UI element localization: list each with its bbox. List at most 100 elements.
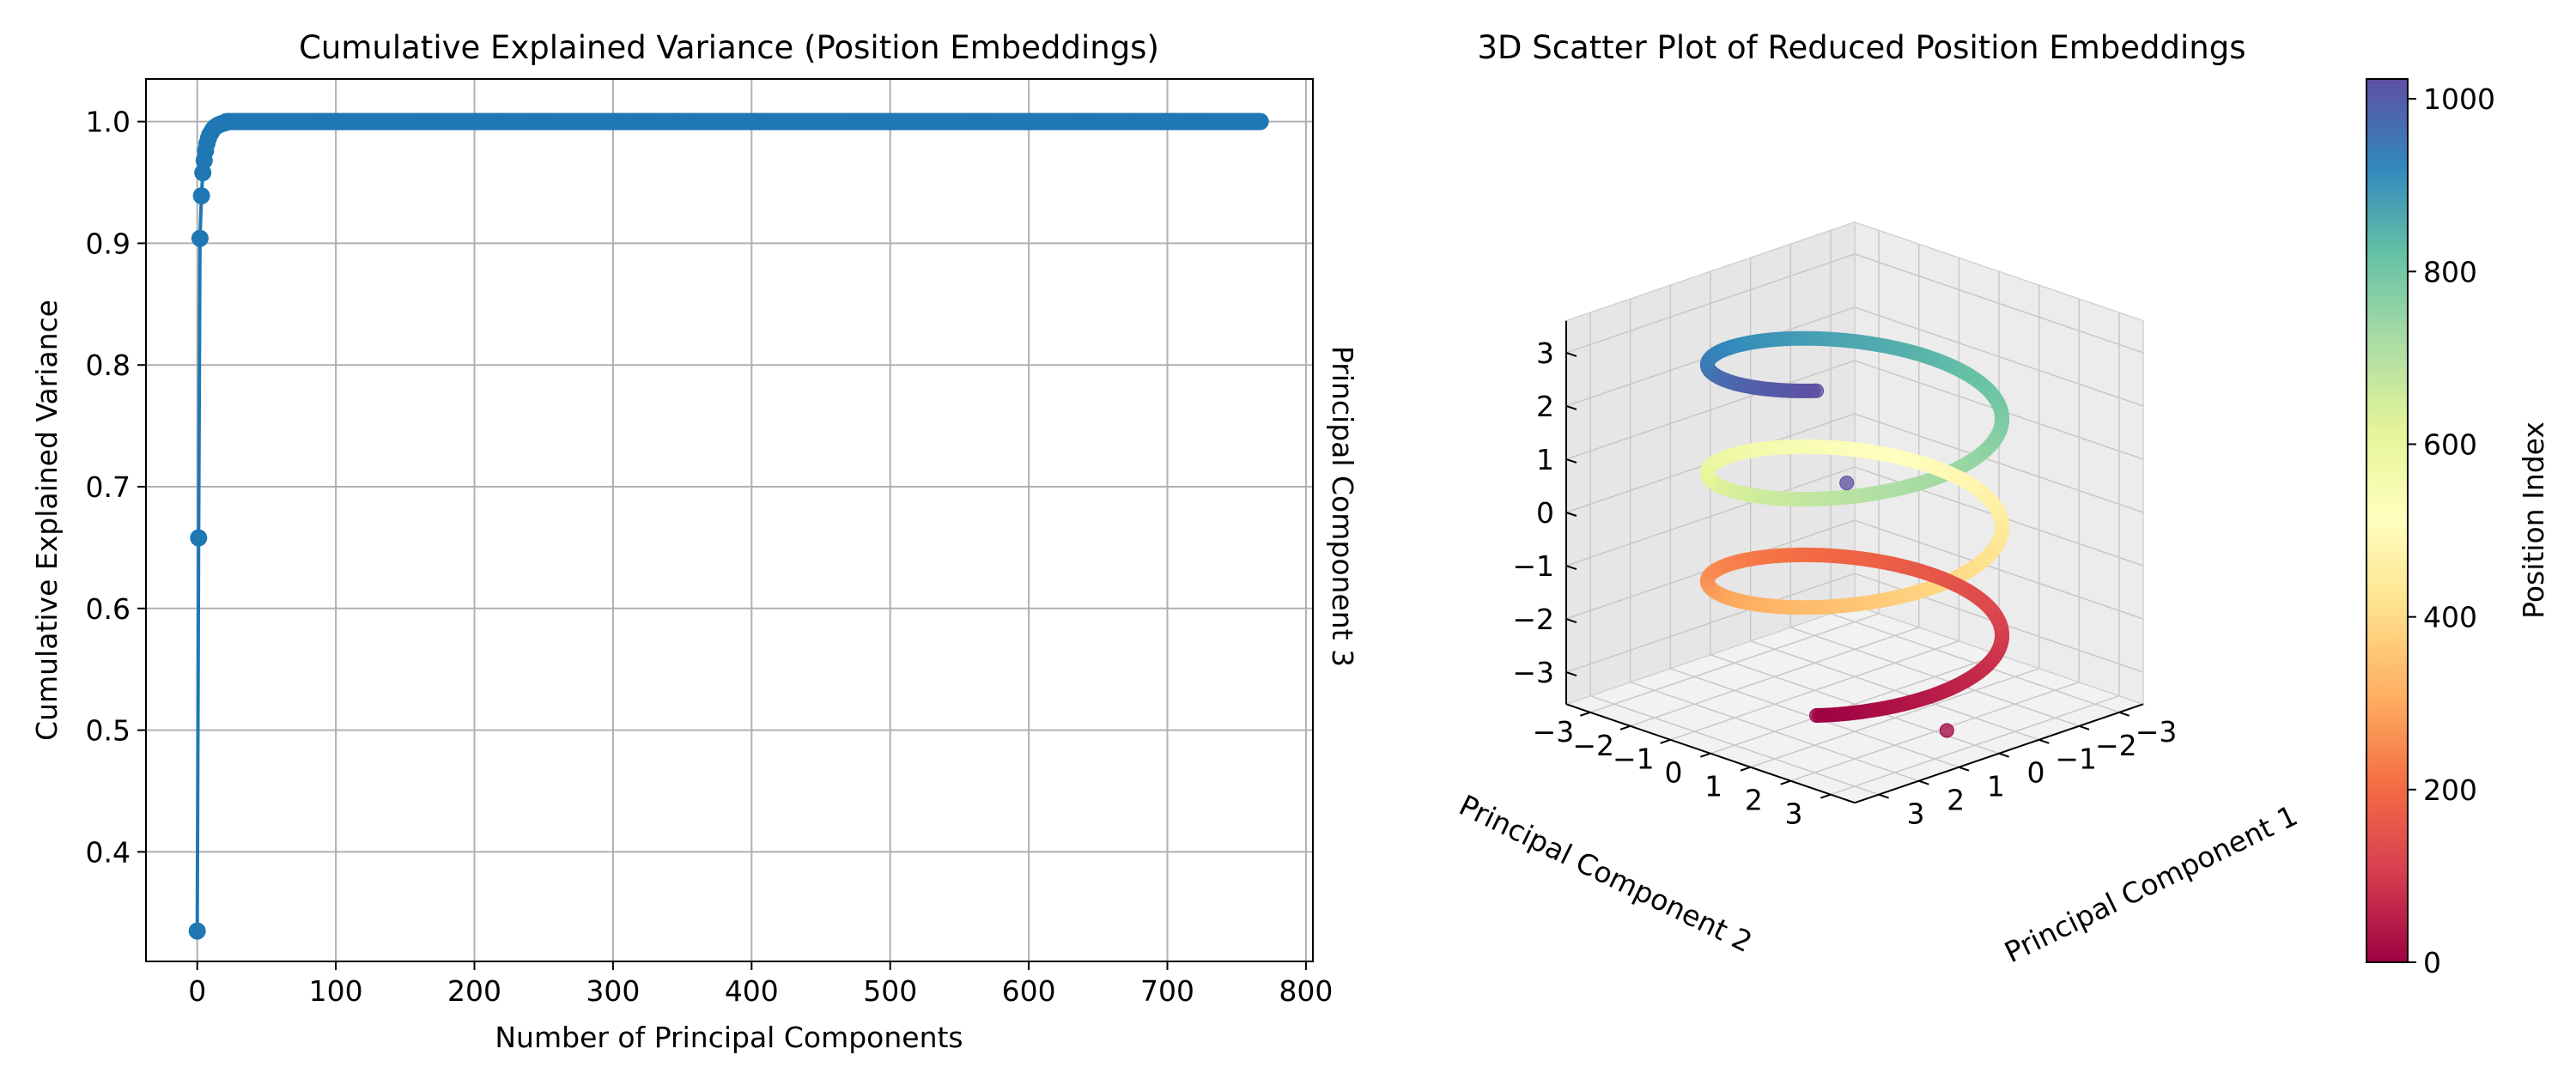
y-tick-label: 0.8 (86, 349, 131, 382)
z-tick-mark (1565, 405, 1577, 410)
scatter-point (1855, 551, 1870, 567)
variance-point (192, 187, 210, 205)
scatter-3d-grid (1565, 230, 2144, 796)
colorbar-tick-label: 800 (2423, 255, 2477, 288)
x-tick-label: −1 (2055, 743, 2097, 776)
x-tick-mark (1959, 766, 1970, 772)
z-tick-label: −1 (1512, 549, 1554, 583)
x-tick-label: 800 (1279, 974, 1333, 1008)
scatter-3d-points (1699, 330, 2010, 738)
scatter-point (1939, 723, 1954, 738)
variance-chart-y-ticks: 0.4 0.5 0.6 0.7 0.8 0.9 1.0 (86, 106, 146, 869)
y-tick-label: 0.6 (86, 592, 131, 626)
y-tick-label: −1 (1613, 743, 1655, 776)
wall-gridline (1854, 306, 2144, 407)
x-tick-label: 200 (447, 974, 501, 1008)
colorbar-tick-label: 600 (2423, 427, 2477, 461)
y-tick-label: 0.4 (86, 835, 131, 869)
y-axis-line (1565, 703, 1856, 804)
x-tick-label: 300 (586, 974, 640, 1008)
z-tick-mark (1565, 671, 1577, 677)
x-tick-label: 700 (1140, 974, 1194, 1008)
variance-point (1251, 112, 1269, 130)
floor-gridline (1790, 681, 2080, 782)
colorbar-tick-label: 200 (2423, 773, 2477, 807)
x-tick-mark (1998, 752, 2009, 758)
variance-chart-frame (145, 78, 1314, 962)
scatter-3d-y-label: Principal Component 2 (1454, 788, 1757, 959)
variance-point (188, 922, 206, 940)
y-tick-label: −2 (1572, 729, 1614, 762)
variance-point (190, 529, 208, 547)
scatter-3d-x-label: Principal Component 1 (1999, 798, 2302, 969)
y-tick-mark (1579, 711, 1591, 717)
floor-gridline (1750, 668, 2039, 768)
variance-point (191, 229, 209, 247)
y-tick-mark (1780, 779, 1791, 785)
x-tick-mark (2079, 724, 2090, 730)
x-tick-label: 100 (309, 974, 363, 1008)
scatter-point (1809, 708, 1825, 723)
colorbar-tick-label: 400 (2423, 601, 2477, 634)
z-tick-mark (1565, 618, 1577, 623)
wall-gridline (1854, 253, 2144, 354)
floor-gridline (1630, 681, 1919, 782)
variance-chart-title: Cumulative Explained Variance (Position … (299, 29, 1159, 66)
z-tick-label: 3 (1536, 336, 1554, 370)
colorbar-tick-label: 0 (2423, 946, 2441, 979)
z-tick-mark (1565, 351, 1577, 357)
x-tick-mark (2038, 738, 2050, 744)
colorbar-label: Position Index (2517, 421, 2550, 619)
wall-gridline (1565, 360, 1856, 460)
y-tick-label: 0.5 (86, 714, 131, 748)
x-tick-label: 1 (1987, 770, 2005, 803)
y-tick-mark (1660, 738, 1671, 744)
z-tick-mark (1565, 565, 1577, 570)
scatter-3d-chart-title: 3D Scatter Plot of Reduced Position Embe… (1477, 29, 2245, 66)
x-tick-label: 600 (1002, 974, 1056, 1008)
scatter-point (1839, 476, 1855, 491)
x-axis-line (1854, 703, 2144, 804)
scatter-3d-z-label: Principal Component 3 (1326, 346, 1359, 667)
wall-gridline (1854, 413, 2144, 513)
y-tick-label: 0 (1664, 756, 1682, 790)
z-tick-label: 0 (1536, 496, 1554, 530)
z-tick-label: 2 (1536, 390, 1554, 423)
x-tick-label: 500 (863, 974, 917, 1008)
y-tick-label: 2 (1745, 784, 1763, 817)
variance-chart: Cumulative Explained Variance (Position … (30, 29, 1333, 1054)
scatter-point (1855, 335, 1870, 350)
variance-chart-x-ticks: 0 100 200 300 400 500 600 700 800 (188, 961, 1333, 1008)
scatter-point (1855, 443, 1870, 458)
x-tick-label: −2 (2095, 729, 2137, 762)
y-tick-label: 1.0 (86, 106, 131, 139)
y-tick-label: 1 (1704, 770, 1722, 803)
y-tick-label: 3 (1784, 797, 1802, 831)
z-tick-label: −3 (1512, 656, 1554, 689)
y-tick-mark (1820, 793, 1832, 799)
x-tick-label: −3 (2136, 715, 2178, 749)
x-tick-label: 3 (1907, 797, 1925, 831)
x-tick-label: 0 (188, 974, 206, 1008)
scatter-3d-chart: 3D Scatter Plot of Reduced Position Embe… (1326, 29, 2550, 979)
floor-gridline (1710, 654, 2000, 755)
y-tick-label: −3 (1533, 715, 1575, 749)
x-tick-mark (1918, 779, 1929, 785)
floor-gridline (1830, 694, 2120, 796)
y-tick-mark (1619, 724, 1631, 730)
colorbar: 0 200 400 600 800 1000 Position Index (2366, 78, 2550, 979)
z-tick-mark (1565, 458, 1577, 464)
floor-gridline (1589, 694, 1880, 796)
variance-chart-grid (146, 79, 1313, 961)
variance-series (188, 112, 1269, 940)
variance-chart-x-label: Number of Principal Components (495, 1021, 963, 1054)
y-tick-label: 0.9 (86, 227, 131, 260)
variance-chart-y-label: Cumulative Explained Variance (30, 300, 64, 741)
colorbar-tick-label: 1000 (2423, 82, 2495, 116)
z-tick-label: 1 (1536, 443, 1554, 476)
x-tick-mark (2118, 711, 2130, 717)
y-tick-mark (1700, 752, 1711, 758)
z-tick-label: −2 (1512, 603, 1554, 636)
x-tick-label: 2 (1947, 784, 1965, 817)
